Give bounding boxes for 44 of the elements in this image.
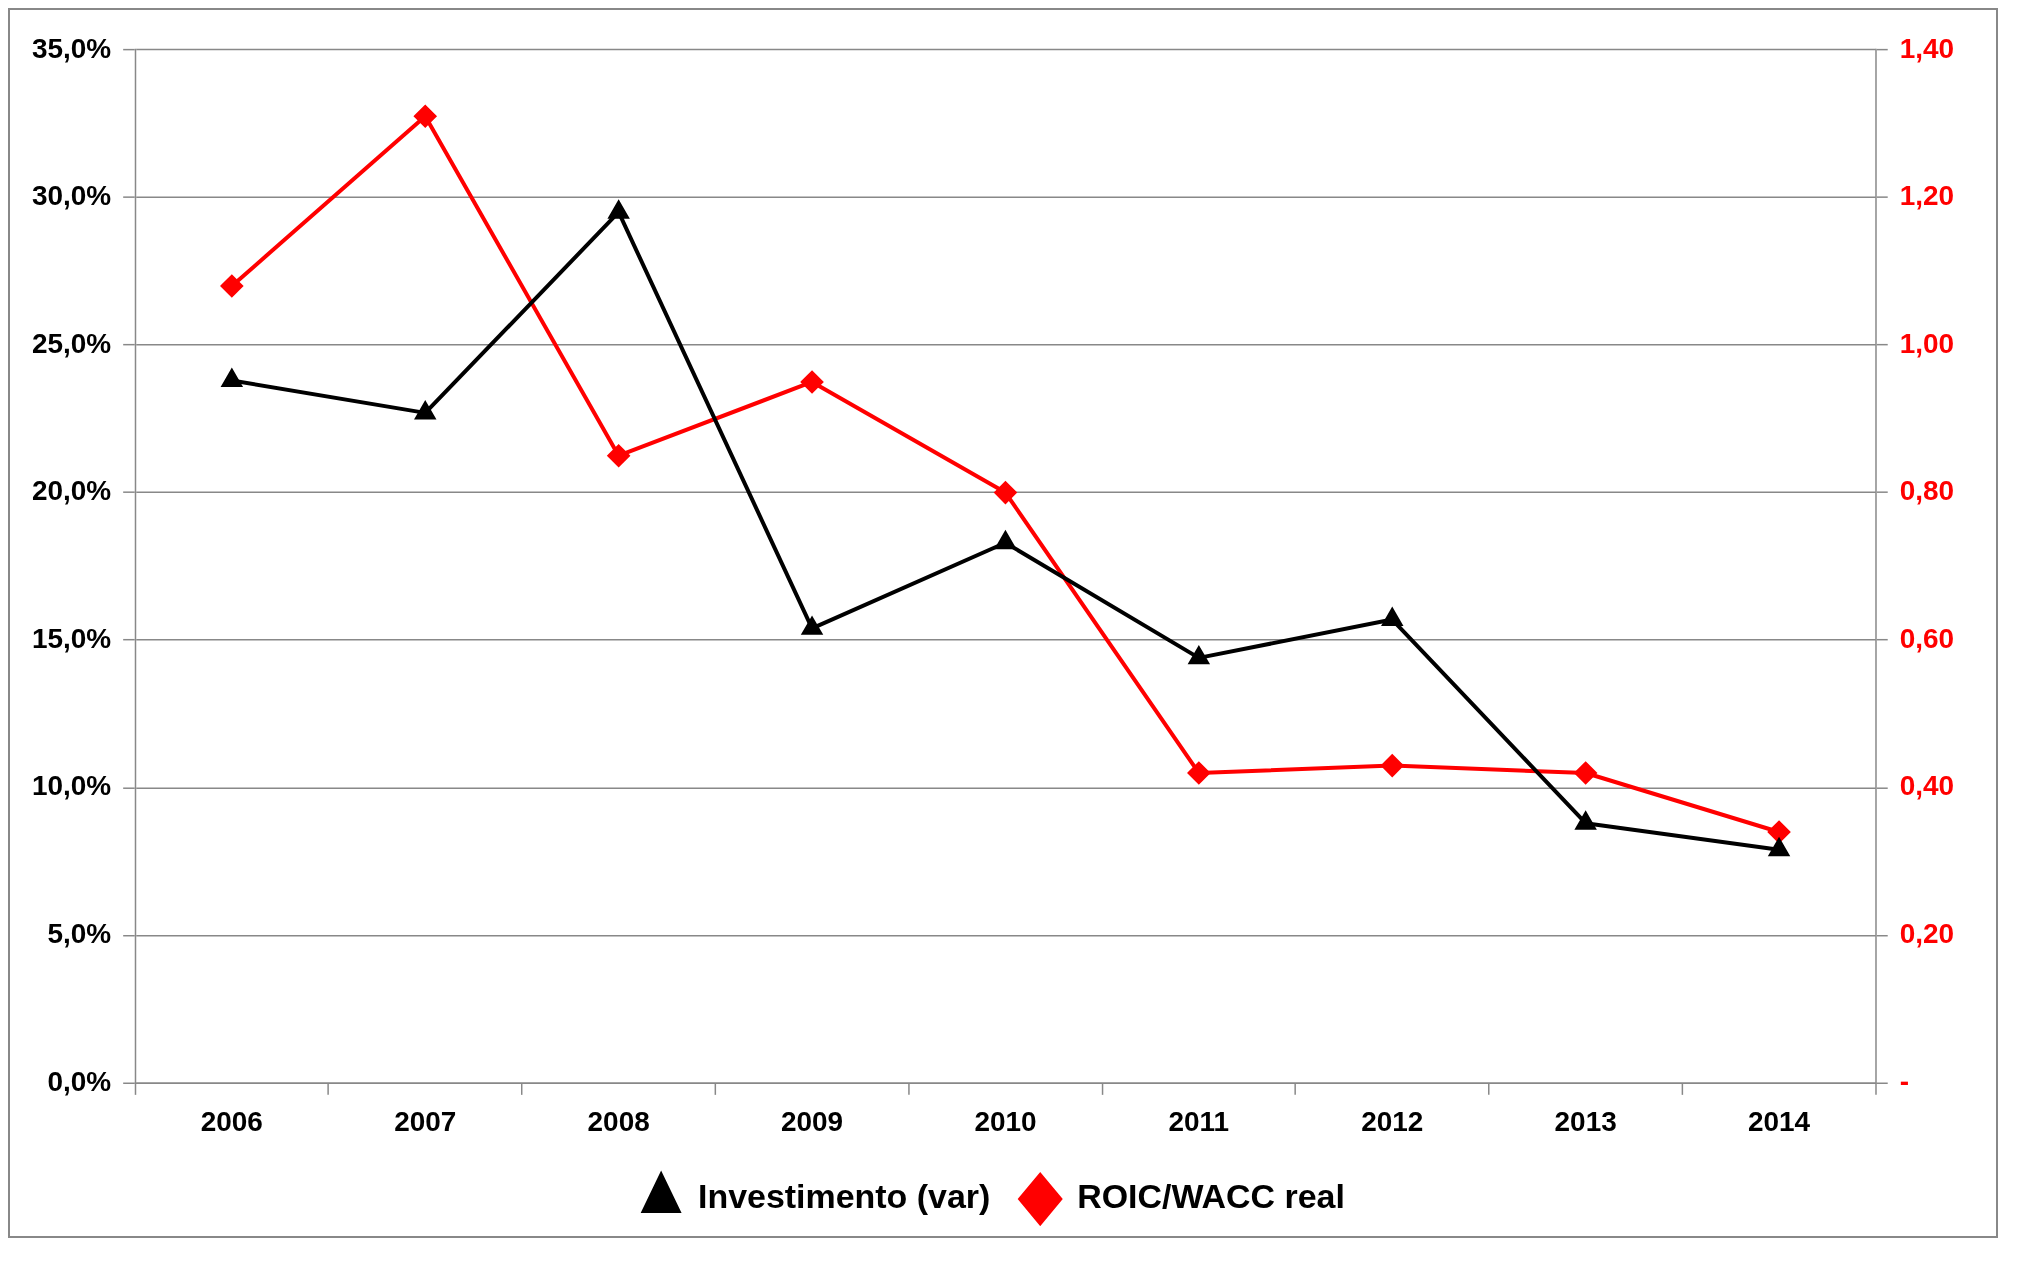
point [801, 370, 824, 393]
x-tick-label: 2006 [200, 1106, 263, 1138]
point [1768, 821, 1791, 843]
y-tick-label: 35,0% [32, 32, 112, 64]
y-tick-label: 0,0% [47, 1065, 112, 1097]
y-tick-label: 15,0% [32, 622, 112, 654]
x-tick-label: 2012 [1361, 1106, 1424, 1138]
y-tick-label: 20,0% [32, 475, 112, 507]
y-tick-label: 5,0% [47, 918, 112, 950]
x-tick-label: 2011 [1168, 1106, 1230, 1138]
point [222, 369, 242, 387]
y2-tick-label: 1,20 [1899, 180, 1955, 212]
y2-tick-label: 0,80 [1899, 475, 1955, 507]
x-tick-label: 2009 [780, 1106, 844, 1138]
y2-tick-label: 0,60 [1899, 622, 1955, 654]
point [415, 401, 436, 420]
y2-tick-label: 0,20 [1899, 918, 1955, 950]
point [802, 617, 822, 635]
y2-tick-label: 0,40 [1899, 770, 1955, 802]
y2-tick-label: - [1899, 1065, 1909, 1097]
point [1575, 812, 1596, 830]
point [994, 481, 1017, 504]
x-tick-label: 2008 [587, 1106, 650, 1138]
point [994, 529, 1016, 550]
y2-tick-label: 1,00 [1899, 327, 1955, 359]
point [220, 275, 243, 297]
point [1189, 646, 1209, 665]
legend-label: ROIC/WACC real [1077, 1177, 1345, 1216]
point [607, 444, 630, 467]
point [414, 105, 437, 128]
y-tick-label: 10,0% [32, 770, 112, 802]
point [1381, 606, 1404, 626]
point [1381, 754, 1404, 777]
point [1574, 762, 1597, 784]
x-tick-label: 2014 [1747, 1106, 1811, 1138]
x-tick-label: 2007 [394, 1106, 457, 1138]
point [1187, 762, 1210, 784]
y-tick-label: 25,0% [32, 327, 112, 359]
y-tick-label: 30,0% [32, 180, 112, 212]
legend-label: Investimento (var) [698, 1177, 991, 1216]
point [608, 201, 629, 219]
x-tick-label: 2010 [974, 1106, 1037, 1138]
y2-tick-label: 1,40 [1899, 32, 1955, 64]
x-tick-label: 2013 [1554, 1106, 1617, 1138]
